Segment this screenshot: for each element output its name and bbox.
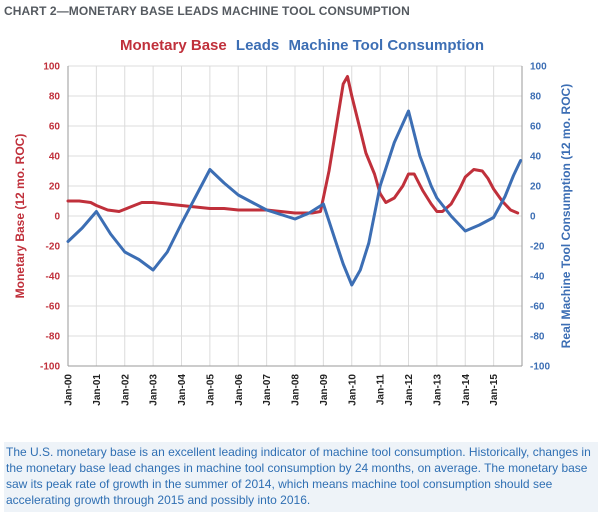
x-tick-label: Jan-04 xyxy=(177,374,188,406)
left-tick-label: 100 xyxy=(43,62,60,73)
chart-title: Monetary Base Leads Machine Tool Consump… xyxy=(120,37,484,54)
left-tick-label: -100 xyxy=(40,362,60,373)
left-tick-label: 40 xyxy=(49,152,61,163)
line-chart: Monetary Base Leads Machine Tool Consump… xyxy=(13,37,573,406)
left-axis-title: Monetary Base (12 mo. ROC) xyxy=(13,134,27,299)
right-tick-label: 60 xyxy=(530,122,542,133)
left-tick-label: -60 xyxy=(46,302,61,313)
right-tick-label: 80 xyxy=(530,92,542,103)
figure-label: CHART 2—MONETARY BASE LEADS MACHINE TOOL… xyxy=(4,4,410,18)
right-tick-label: 20 xyxy=(530,182,542,193)
right-tick-label: -100 xyxy=(530,362,550,373)
right-axis-title: Real Machine Tool Consumption (12 mo. RO… xyxy=(559,84,573,348)
x-tick-label: Jan-06 xyxy=(234,374,245,406)
x-tick-label: Jan-13 xyxy=(432,374,443,406)
chart-caption: The U.S. monetary base is an excellent l… xyxy=(4,442,598,512)
x-tick-label: Jan-05 xyxy=(205,374,216,406)
left-tick-label: -40 xyxy=(46,272,61,283)
right-axis-ticks: 100 80 60 40 20 0 -20 -40 -60 -80 -100 xyxy=(530,62,550,373)
x-tick-label: Jan-00 xyxy=(64,374,75,406)
title-monetary-base: Monetary Base xyxy=(120,37,227,54)
gridlines xyxy=(67,65,523,367)
left-tick-label: -20 xyxy=(46,242,61,253)
x-tick-label: Jan-01 xyxy=(92,374,103,406)
monetary-base-line xyxy=(66,75,520,215)
title-machine-tool: Machine Tool Consumption xyxy=(288,37,484,54)
title-leads: Leads xyxy=(236,37,279,54)
right-tick-label: -20 xyxy=(530,242,545,253)
machine-tool-line xyxy=(66,109,523,287)
x-tick-label: Jan-08 xyxy=(291,374,302,406)
x-axis-ticks: Jan-00 Jan-01 Jan-02 Jan-03 Jan-04 Jan-05 Jan-… xyxy=(64,374,501,406)
x-tick-label: Jan-03 xyxy=(149,374,160,406)
series-lines xyxy=(66,75,523,287)
x-tick-label: Jan-12 xyxy=(404,374,415,406)
left-tick-label: 20 xyxy=(49,182,61,193)
right-tick-label: 100 xyxy=(530,62,547,73)
x-tick-label: Jan-14 xyxy=(461,374,472,406)
right-tick-label: -80 xyxy=(530,332,545,343)
left-tick-label: -80 xyxy=(46,332,61,343)
x-tick-label: Jan-02 xyxy=(120,374,131,406)
left-tick-label: 60 xyxy=(49,122,61,133)
x-tick-label: Jan-15 xyxy=(489,374,500,406)
left-axis-ticks: 100 80 60 40 20 0 -20 -40 -60 -80 -100 xyxy=(40,62,60,373)
right-tick-label: 0 xyxy=(530,212,536,223)
left-tick-label: 0 xyxy=(54,212,60,223)
x-tick-label: Jan-09 xyxy=(319,374,330,406)
x-tick-label: Jan-07 xyxy=(262,374,273,406)
right-tick-label: -40 xyxy=(530,272,545,283)
right-tick-label: 40 xyxy=(530,152,542,163)
x-tick-label: Jan-10 xyxy=(347,374,358,406)
x-tick-label: Jan-11 xyxy=(376,374,387,406)
left-tick-label: 80 xyxy=(49,92,61,103)
right-tick-label: -60 xyxy=(530,302,545,313)
